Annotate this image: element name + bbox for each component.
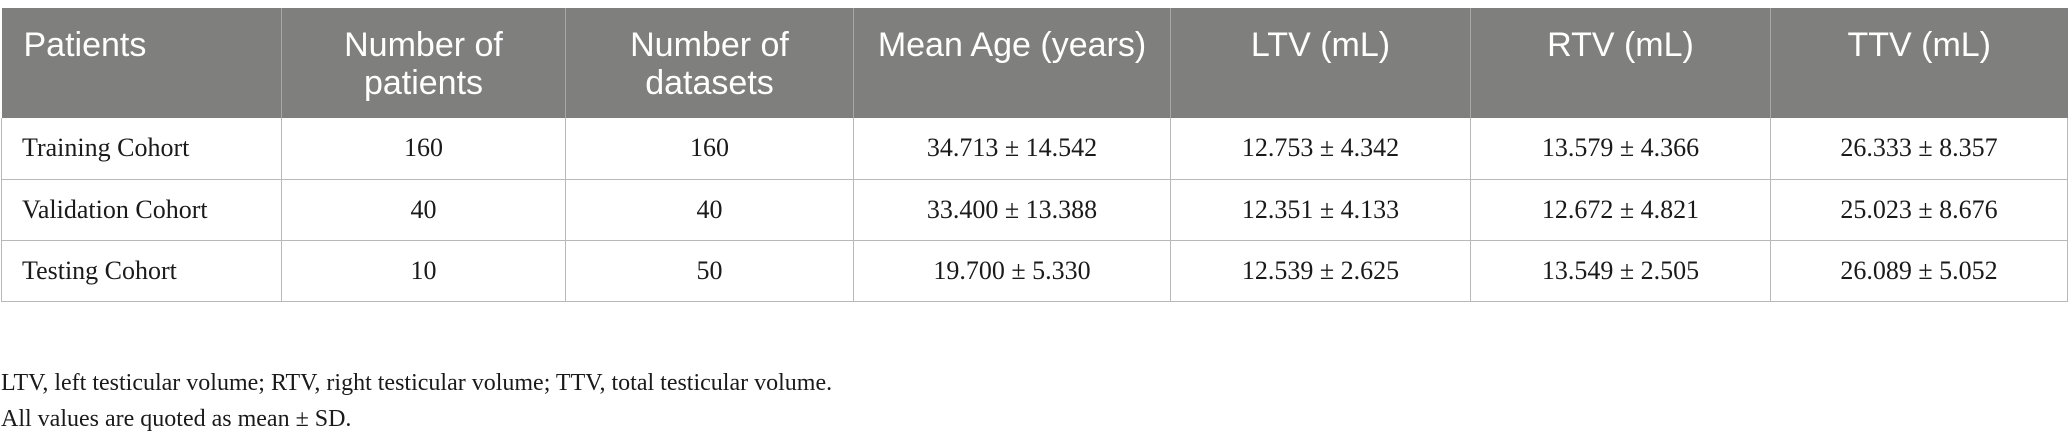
header-patients: Patients: [1, 8, 282, 118]
table-body: Training Cohort 160 160 34.713 ± 14.542 …: [1, 118, 2068, 302]
cell-cohort: Testing Cohort: [1, 240, 282, 302]
table-header: Patients Number of patients Number of da…: [1, 8, 2068, 118]
cell-number-of-patients: 40: [281, 179, 566, 241]
table-row: Testing Cohort 10 50 19.700 ± 5.330 12.5…: [1, 240, 2068, 302]
cell-mean-age: 34.713 ± 14.542: [853, 118, 1171, 180]
header-ttv: TTV (mL): [1770, 8, 2068, 118]
header-number-of-datasets: Number of datasets: [565, 8, 854, 118]
cell-ltv: 12.351 ± 4.133: [1170, 179, 1471, 241]
cell-mean-age: 33.400 ± 13.388: [853, 179, 1171, 241]
cell-number-of-datasets: 40: [565, 179, 854, 241]
table-footnotes: LTV, left testicular volume; RTV, right …: [1, 365, 832, 437]
cell-cohort: Training Cohort: [1, 118, 282, 180]
cell-ttv: 25.023 ± 8.676: [1770, 179, 2068, 241]
header-mean-age: Mean Age (years): [853, 8, 1171, 118]
footnote-values-note: All values are quoted as mean ± SD.: [1, 406, 352, 432]
cell-ltv: 12.753 ± 4.342: [1170, 118, 1471, 180]
header-number-of-patients: Number of patients: [281, 8, 566, 118]
cell-ltv: 12.539 ± 2.625: [1170, 240, 1471, 302]
cell-number-of-patients: 10: [281, 240, 566, 302]
data-table-container: Patients Number of patients Number of da…: [1, 8, 2068, 302]
cell-rtv: 13.579 ± 4.366: [1470, 118, 1771, 180]
cell-ttv: 26.333 ± 8.357: [1770, 118, 2068, 180]
header-row: Patients Number of patients Number of da…: [1, 8, 2068, 118]
cell-mean-age: 19.700 ± 5.330: [853, 240, 1171, 302]
cell-number-of-datasets: 50: [565, 240, 854, 302]
header-rtv: RTV (mL): [1470, 8, 1771, 118]
footnote-abbreviations: LTV, left testicular volume; RTV, right …: [1, 370, 833, 396]
cell-rtv: 13.549 ± 2.505: [1470, 240, 1771, 302]
cell-rtv: 12.672 ± 4.821: [1470, 179, 1771, 241]
header-ltv: LTV (mL): [1170, 8, 1471, 118]
cell-number-of-datasets: 160: [565, 118, 854, 180]
table-row: Training Cohort 160 160 34.713 ± 14.542 …: [1, 118, 2068, 180]
table-row: Validation Cohort 40 40 33.400 ± 13.388 …: [1, 179, 2068, 241]
cell-ttv: 26.089 ± 5.052: [1770, 240, 2068, 302]
cohort-statistics-table: Patients Number of patients Number of da…: [1, 8, 2068, 302]
cell-cohort: Validation Cohort: [1, 179, 282, 241]
cell-number-of-patients: 160: [281, 118, 566, 180]
